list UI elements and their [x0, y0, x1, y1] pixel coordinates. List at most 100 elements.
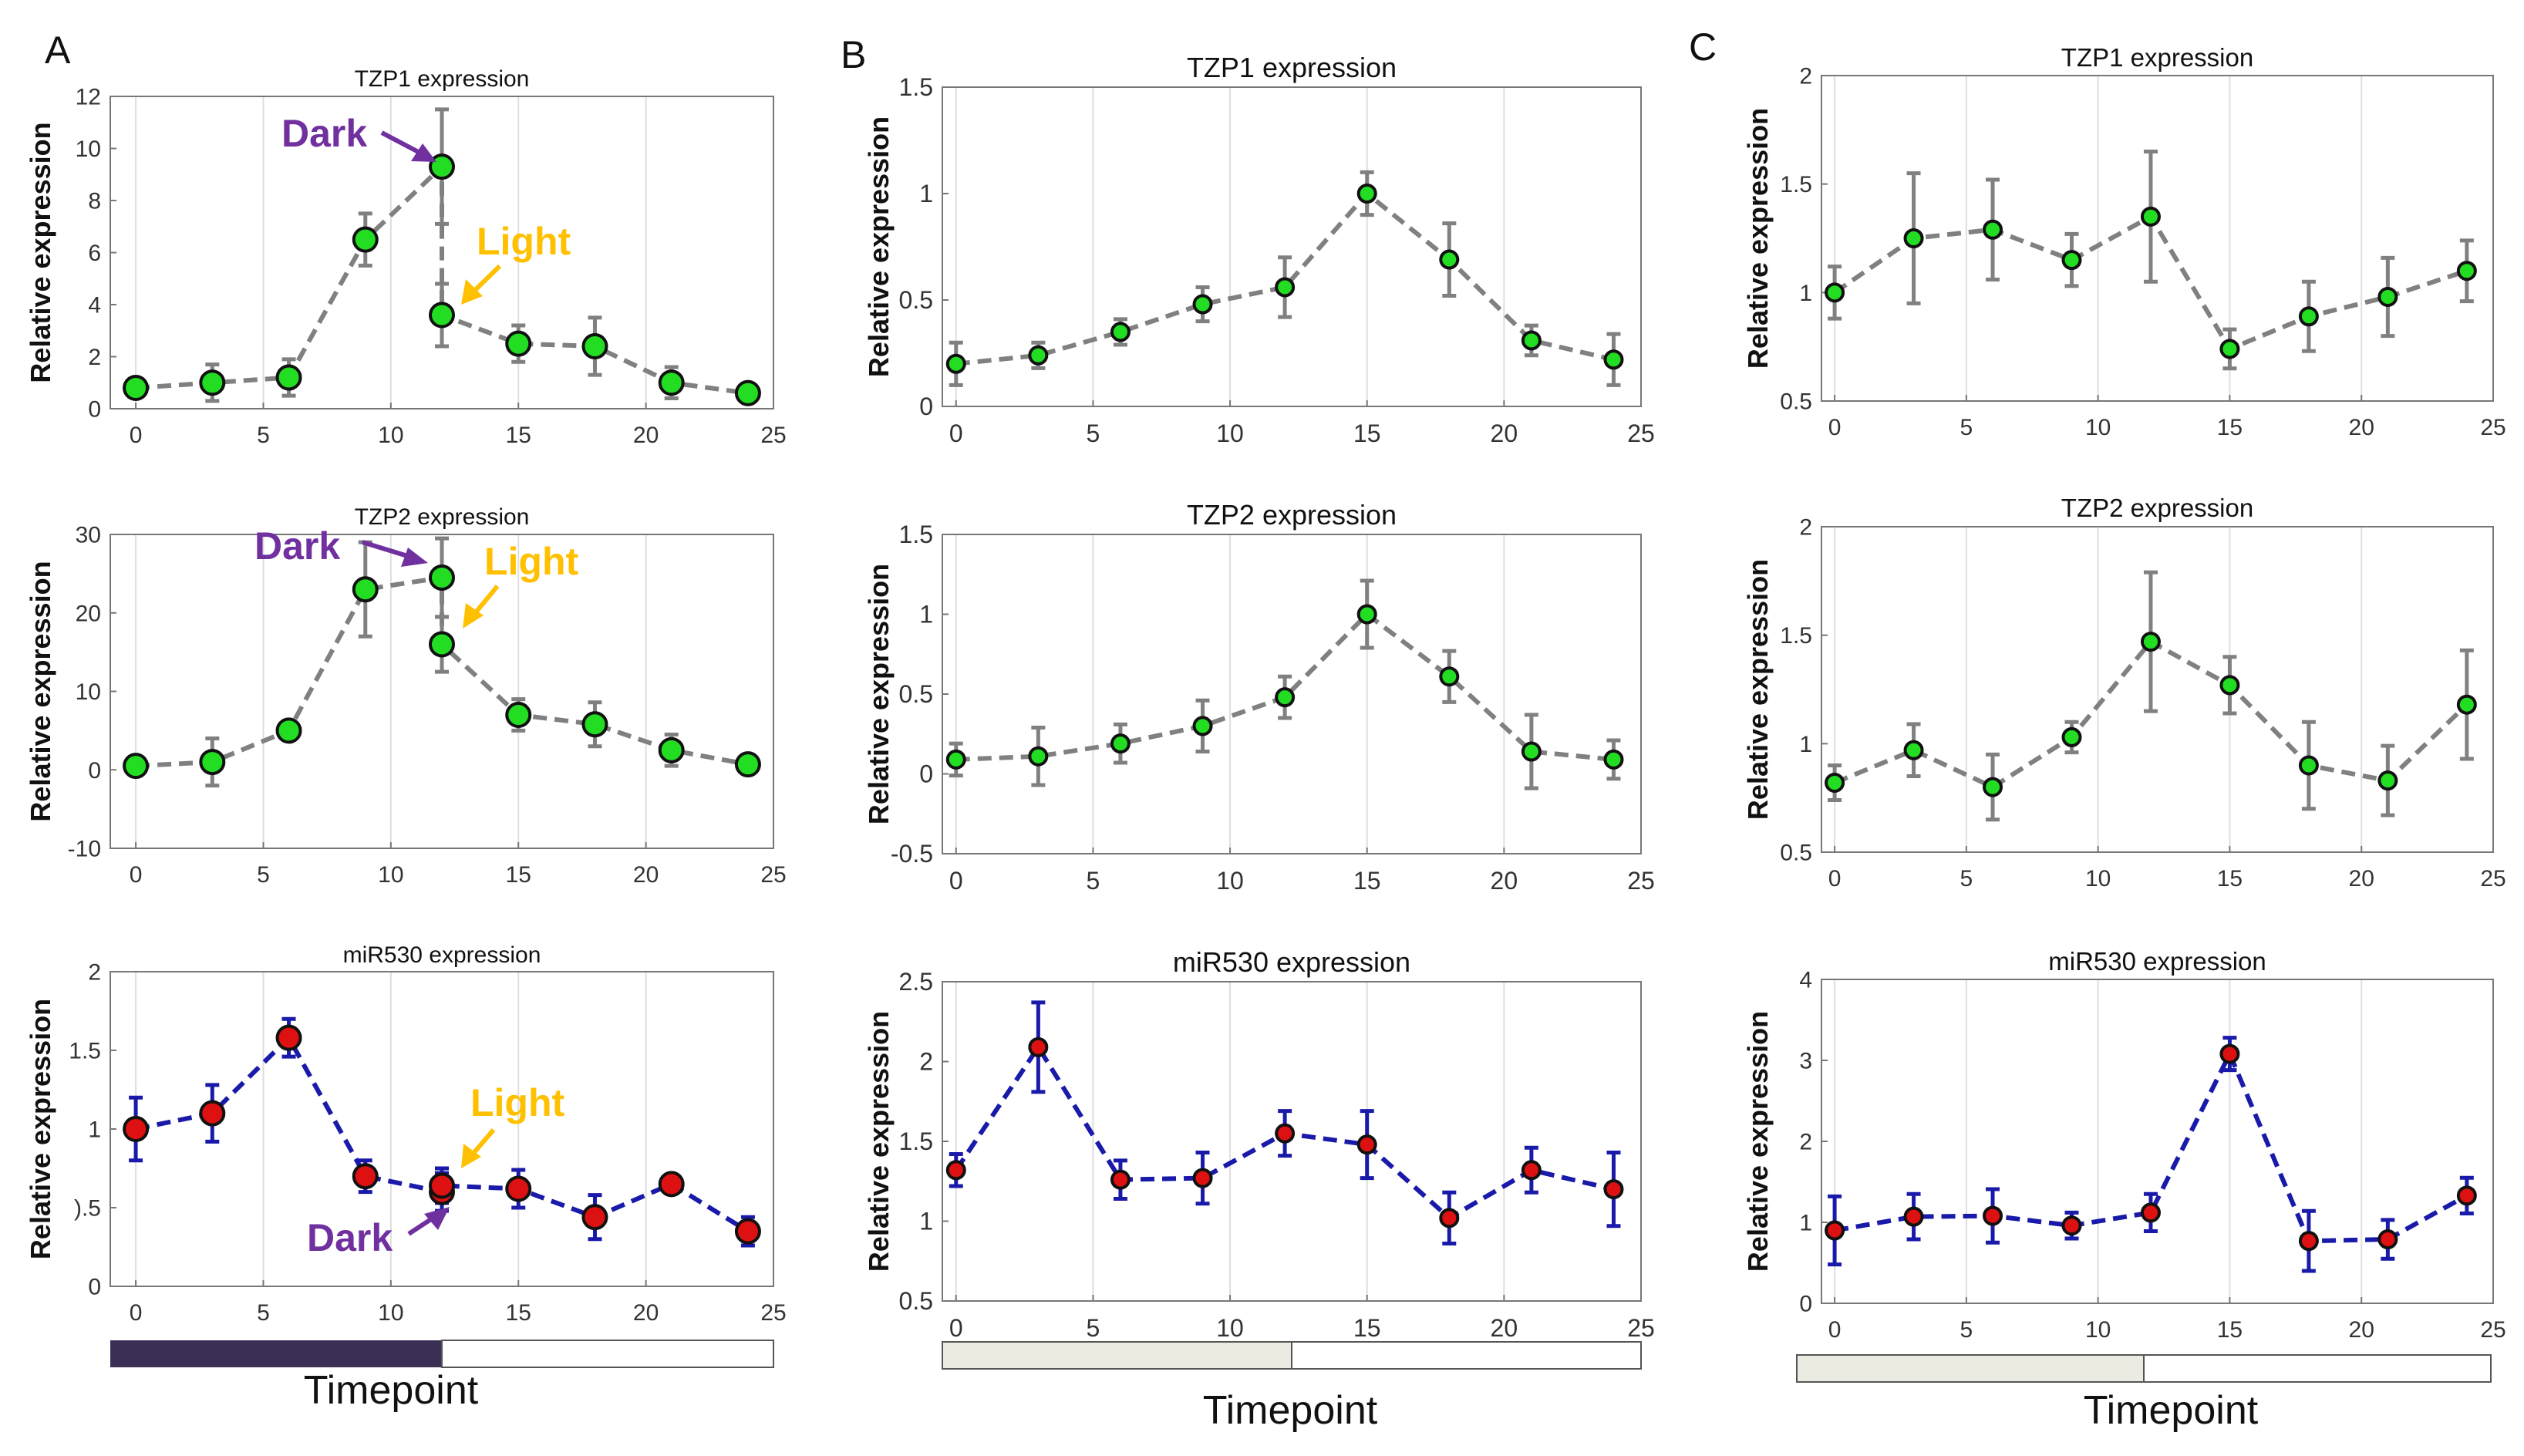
annotation-a2-light-arrowhead — [463, 603, 484, 629]
y-tick-label: 0 — [88, 397, 101, 423]
data-point — [352, 576, 379, 603]
x-tick-label: 10 — [378, 423, 403, 448]
y-tick-label: 12 — [76, 85, 101, 110]
data-point — [1439, 249, 1460, 270]
y-tick-label: 1.5 — [1780, 623, 1812, 649]
x-tick-label: 0 — [949, 867, 963, 895]
x-axis-label-c: Timepoint — [2084, 1388, 2259, 1433]
data-point — [1275, 687, 1296, 708]
data-point — [1983, 777, 2003, 797]
y-tick-label: 1 — [1799, 1211, 1812, 1236]
data-point — [199, 1100, 226, 1127]
data-point — [429, 153, 455, 180]
data-point — [275, 1024, 302, 1051]
chart-a2: 0 5 10 15 20 25 -10 0 10 20 30 TZP2 expression Relat… — [25, 504, 787, 888]
data-point — [429, 631, 455, 658]
data-point — [275, 717, 302, 744]
y-tick-label: 0 — [88, 758, 101, 784]
axes-box-c2 — [1821, 526, 2494, 853]
x-tick-label: 0 — [949, 420, 963, 447]
chart-a1: 0 5 10 15 20 25 0 2 4 6 8 10 12 TZP1 expression Relati… — [25, 66, 787, 448]
plot-area-c3 — [1821, 979, 2493, 1303]
x-tick-label: 25 — [2480, 866, 2505, 891]
chart-title-b1: TZP1 expression — [1187, 52, 1397, 83]
chart-title-c1: TZP1 expression — [2061, 43, 2253, 72]
x-tick-label: 10 — [378, 1300, 403, 1326]
data-point — [1521, 741, 1542, 762]
x-tick-label: 25 — [1627, 420, 1655, 447]
timepoint-bar-c — [1796, 1354, 2492, 1383]
annotation-a3-light-arrowhead — [461, 1144, 481, 1168]
x-tick-label: 25 — [2480, 1317, 2505, 1343]
data-point — [2061, 1215, 2082, 1236]
panel-letter-c: C — [1689, 25, 1717, 69]
data-point — [1603, 349, 1624, 370]
y-tick-label: 30 — [76, 523, 101, 548]
y-axis-label-c3: Relative expression — [1742, 1011, 1774, 1272]
plot-area-b1 — [942, 87, 1641, 406]
x-tick-label: 0 — [1828, 1317, 1842, 1343]
x-tick-label: 25 — [760, 1300, 786, 1326]
y-tick-label: 1 — [919, 1208, 933, 1235]
chart-title-a2: TZP2 expression — [355, 504, 530, 530]
data-point — [1110, 733, 1131, 754]
chart-title-a3: miR530 expression — [343, 942, 541, 968]
y-tick-label: 0.5 — [899, 286, 933, 314]
x-tick-label: 10 — [1216, 420, 1244, 447]
x-tick-label: 10 — [1216, 1314, 1244, 1342]
timepoint-bar-a-light — [441, 1340, 774, 1368]
annotation-a2-light: Light — [484, 540, 579, 583]
x-tick-label: 5 — [1087, 420, 1100, 447]
data-point — [2456, 1185, 2477, 1206]
data-point — [1603, 749, 1624, 770]
data-point — [2298, 755, 2319, 776]
data-point — [1983, 219, 2003, 240]
data-point — [581, 333, 608, 359]
series-line-a2 — [135, 575, 749, 769]
annotation-a3-dark-arrowhead — [424, 1207, 450, 1230]
data-point — [1028, 345, 1049, 366]
x-tick-label: 15 — [1353, 867, 1381, 895]
y-tick-label: ).5 — [74, 1196, 101, 1222]
y-tick-label: 1 — [88, 1117, 101, 1143]
data-point — [123, 753, 150, 780]
x-tick-label: 25 — [2480, 415, 2505, 440]
y-tick-label: 0 — [919, 393, 933, 420]
data-point — [2140, 632, 2161, 652]
data-point — [1275, 277, 1296, 298]
data-point — [2377, 1229, 2398, 1250]
y-tick-label: 1.5 — [69, 1039, 101, 1064]
data-point — [1356, 184, 1377, 204]
x-axis-label-a: Timepoint — [304, 1368, 479, 1413]
y-tick-label: 0.5 — [1780, 841, 1812, 866]
x-tick-label: 15 — [506, 862, 531, 888]
data-point — [2456, 261, 2477, 281]
chart-b2: 0 5 10 15 20 25 -0.5 0 0.5 1 1.5 TZP2 expression Rel… — [863, 499, 1655, 895]
annotation-a2-dark-arrow — [362, 540, 413, 560]
y-tick-label: 2 — [88, 345, 101, 370]
x-tick-label: 25 — [1627, 1314, 1655, 1342]
data-point — [429, 302, 455, 329]
data-point — [429, 1172, 455, 1199]
chart-title-b2: TZP2 expression — [1187, 499, 1397, 531]
chart-c2: 0 5 10 15 20 25 0.5 1 1.5 2 TZP2 expression Relativ… — [1742, 494, 2506, 891]
x-tick-label: 5 — [1087, 1314, 1100, 1342]
y-tick-label: 0.5 — [899, 680, 933, 708]
data-point — [1983, 1205, 2003, 1226]
x-tick-label: 5 — [1960, 866, 1973, 891]
x-tick-label: 15 — [1353, 1314, 1381, 1342]
y-tick-label: 4 — [88, 293, 101, 318]
annotation-a3-dark: Dark — [307, 1216, 393, 1259]
data-point — [945, 749, 966, 770]
y-tick-label: 1.5 — [899, 73, 933, 101]
chart-title-b3: miR530 expression — [1173, 946, 1410, 978]
y-tick-label: 1.5 — [899, 1127, 933, 1155]
data-point — [1110, 1169, 1131, 1190]
y-tick-label: 0 — [88, 1275, 101, 1300]
data-point — [734, 1218, 761, 1245]
x-tick-label: 15 — [506, 1300, 531, 1326]
y-tick-label: 3 — [1799, 1049, 1812, 1074]
y-axis-label-a1: Relative expression — [25, 122, 56, 383]
y-axis-label-b1: Relative expression — [863, 116, 895, 377]
x-tick-label: 0 — [130, 423, 143, 448]
